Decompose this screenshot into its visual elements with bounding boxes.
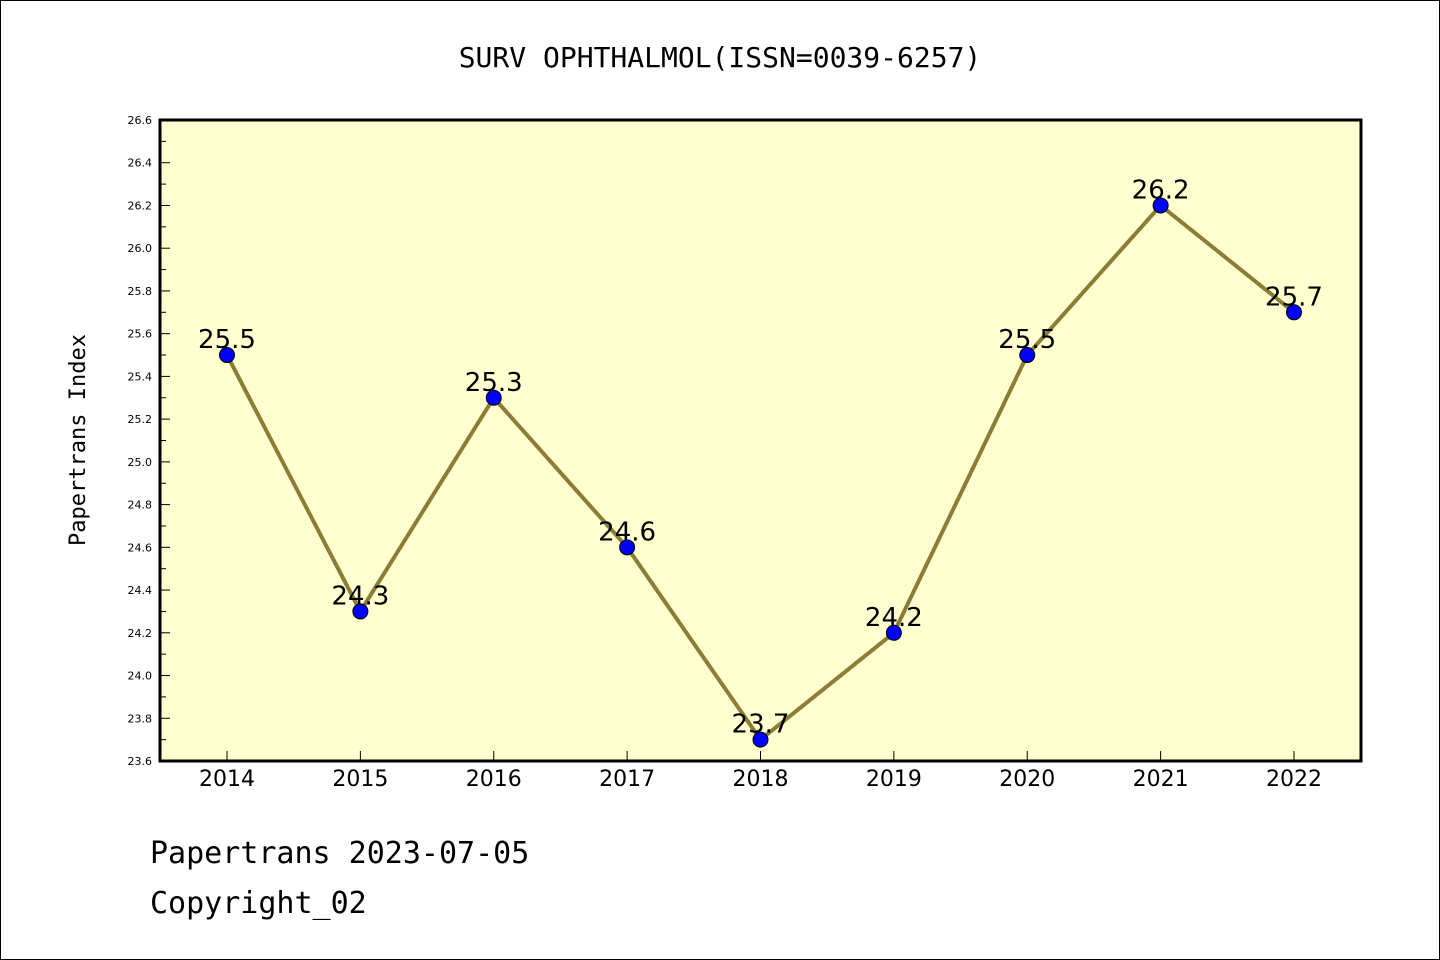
data-label: 23.7 bbox=[732, 710, 790, 740]
y-tick-label: 26.4 bbox=[128, 157, 153, 170]
data-label: 25.3 bbox=[465, 368, 523, 398]
y-tick-label: 24.0 bbox=[128, 670, 153, 683]
y-tick-label: 25.6 bbox=[128, 328, 153, 341]
y-tick-label: 26.2 bbox=[128, 199, 153, 212]
data-point bbox=[1152, 197, 1169, 214]
x-tick-label: 2017 bbox=[599, 767, 655, 792]
x-tick-label: 2018 bbox=[733, 767, 789, 792]
x-axis: 2014 2015 2016 2017 2018 2019 2020 2021 2022 bbox=[199, 751, 1322, 792]
y-tick-label: 23.8 bbox=[128, 712, 153, 725]
x-tick-label: 2022 bbox=[1266, 767, 1322, 792]
data-point bbox=[219, 347, 235, 364]
data-label: 25.5 bbox=[998, 325, 1056, 355]
y-tick-label: 24.8 bbox=[128, 499, 153, 512]
footer-copyright: Copyright_02 bbox=[150, 886, 367, 921]
x-tick-label: 2019 bbox=[866, 767, 922, 792]
data-label: 25.7 bbox=[1265, 282, 1323, 312]
chart-title: SURV OPHTHALMOL(ISSN=0039-6257) bbox=[459, 41, 982, 74]
footer-date: Papertrans 2023-07-05 bbox=[150, 836, 530, 871]
y-tick-label: 26.0 bbox=[128, 242, 153, 255]
y-axis-label: Papertrans Index bbox=[66, 334, 91, 546]
data-label: 26.2 bbox=[1132, 175, 1190, 205]
data-point bbox=[352, 603, 369, 620]
y-tick-label: 24.6 bbox=[128, 541, 153, 554]
data-label: 25.5 bbox=[198, 325, 256, 355]
plot-border bbox=[158, 118, 1363, 763]
data-label: 24.6 bbox=[598, 517, 656, 547]
data-label: 24.3 bbox=[331, 581, 389, 611]
x-tick-label: 2021 bbox=[1133, 767, 1189, 792]
y-tick-label: 24.4 bbox=[128, 584, 153, 597]
data-point bbox=[619, 539, 636, 556]
plot-area bbox=[160, 120, 1361, 761]
data-point bbox=[485, 389, 502, 406]
y-tick-label: 25.4 bbox=[128, 370, 153, 383]
y-tick-label: 23.6 bbox=[128, 755, 153, 768]
data-point bbox=[885, 624, 902, 641]
x-tick-label: 2015 bbox=[332, 767, 388, 792]
data-labels: 25.5 24.3 25.3 24.6 23.7 24.2 25.5 26.2 25.7 bbox=[198, 175, 1323, 739]
data-point bbox=[1019, 347, 1036, 364]
y-tick-label: 24.2 bbox=[128, 627, 153, 640]
y-tick-label: 25.0 bbox=[128, 456, 153, 469]
y-tick-label: 26.6 bbox=[128, 114, 153, 127]
data-point bbox=[1286, 304, 1302, 321]
data-point bbox=[752, 731, 769, 748]
x-tick-label: 2020 bbox=[999, 767, 1055, 792]
x-tick-label: 2016 bbox=[466, 767, 522, 792]
y-axis: 23.6 23.8 24.0 24.2 24.4 24.6 24.8 25.0 25.2 25.4… bbox=[128, 114, 170, 768]
data-label: 24.2 bbox=[865, 603, 923, 633]
y-tick-label: 25.2 bbox=[128, 413, 153, 426]
x-tick-label: 2014 bbox=[199, 767, 255, 792]
series-markers bbox=[219, 197, 1302, 748]
y-tick-label: 25.8 bbox=[128, 285, 153, 298]
